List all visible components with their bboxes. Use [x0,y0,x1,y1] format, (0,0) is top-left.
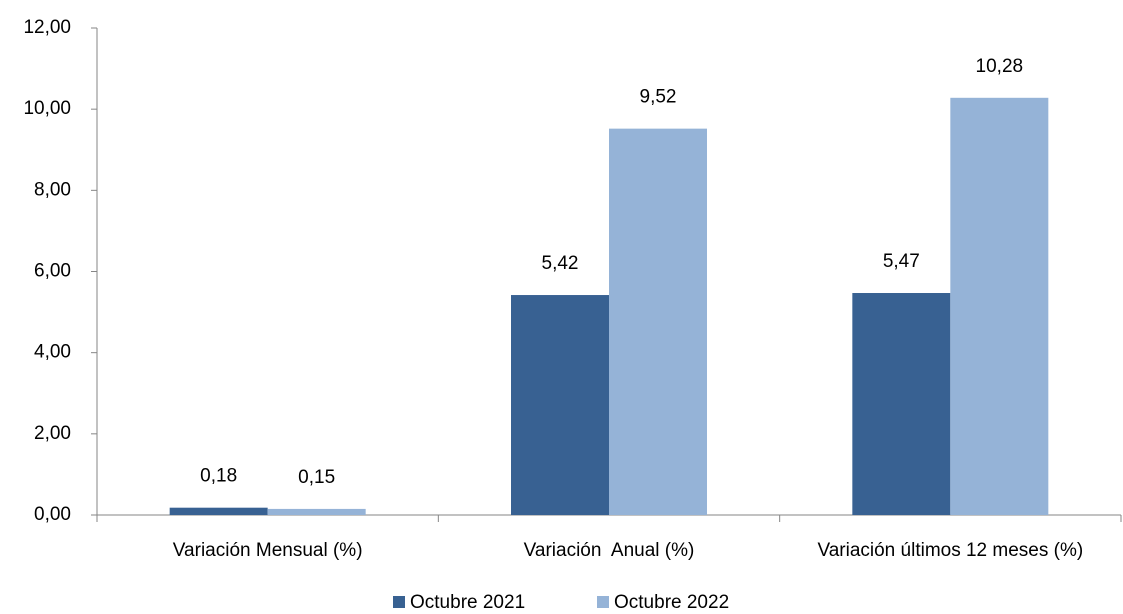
legend-label: Octubre 2022 [614,592,729,613]
x-tick-label: Variación Anual (%) [524,540,695,561]
y-tick-label: 10,00 [23,98,71,119]
value-label: 5,47 [883,251,920,272]
bar [267,508,366,515]
bar [511,295,609,515]
x-tick-label: Variación Mensual (%) [173,540,363,561]
y-tick-label: 12,00 [23,17,71,38]
bar [169,507,268,515]
legend-swatch [393,596,405,608]
x-tick-label: Variación últimos 12 meses (%) [817,540,1083,561]
y-tick-label: 8,00 [34,179,71,200]
y-tick-label: 2,00 [34,423,71,444]
legend-label: Octubre 2021 [410,592,525,613]
bar [852,293,951,515]
y-tick-label: 4,00 [34,342,71,363]
legend-swatch [597,596,609,608]
y-tick-label: 0,00 [34,504,71,525]
value-label: 0,15 [298,467,335,488]
value-label: 0,18 [200,466,237,487]
bar [609,128,707,515]
value-label: 5,42 [542,253,579,274]
y-tick-label: 6,00 [34,261,71,282]
value-label: 9,52 [640,87,677,108]
value-label: 10,28 [976,56,1024,77]
bar [950,97,1049,515]
